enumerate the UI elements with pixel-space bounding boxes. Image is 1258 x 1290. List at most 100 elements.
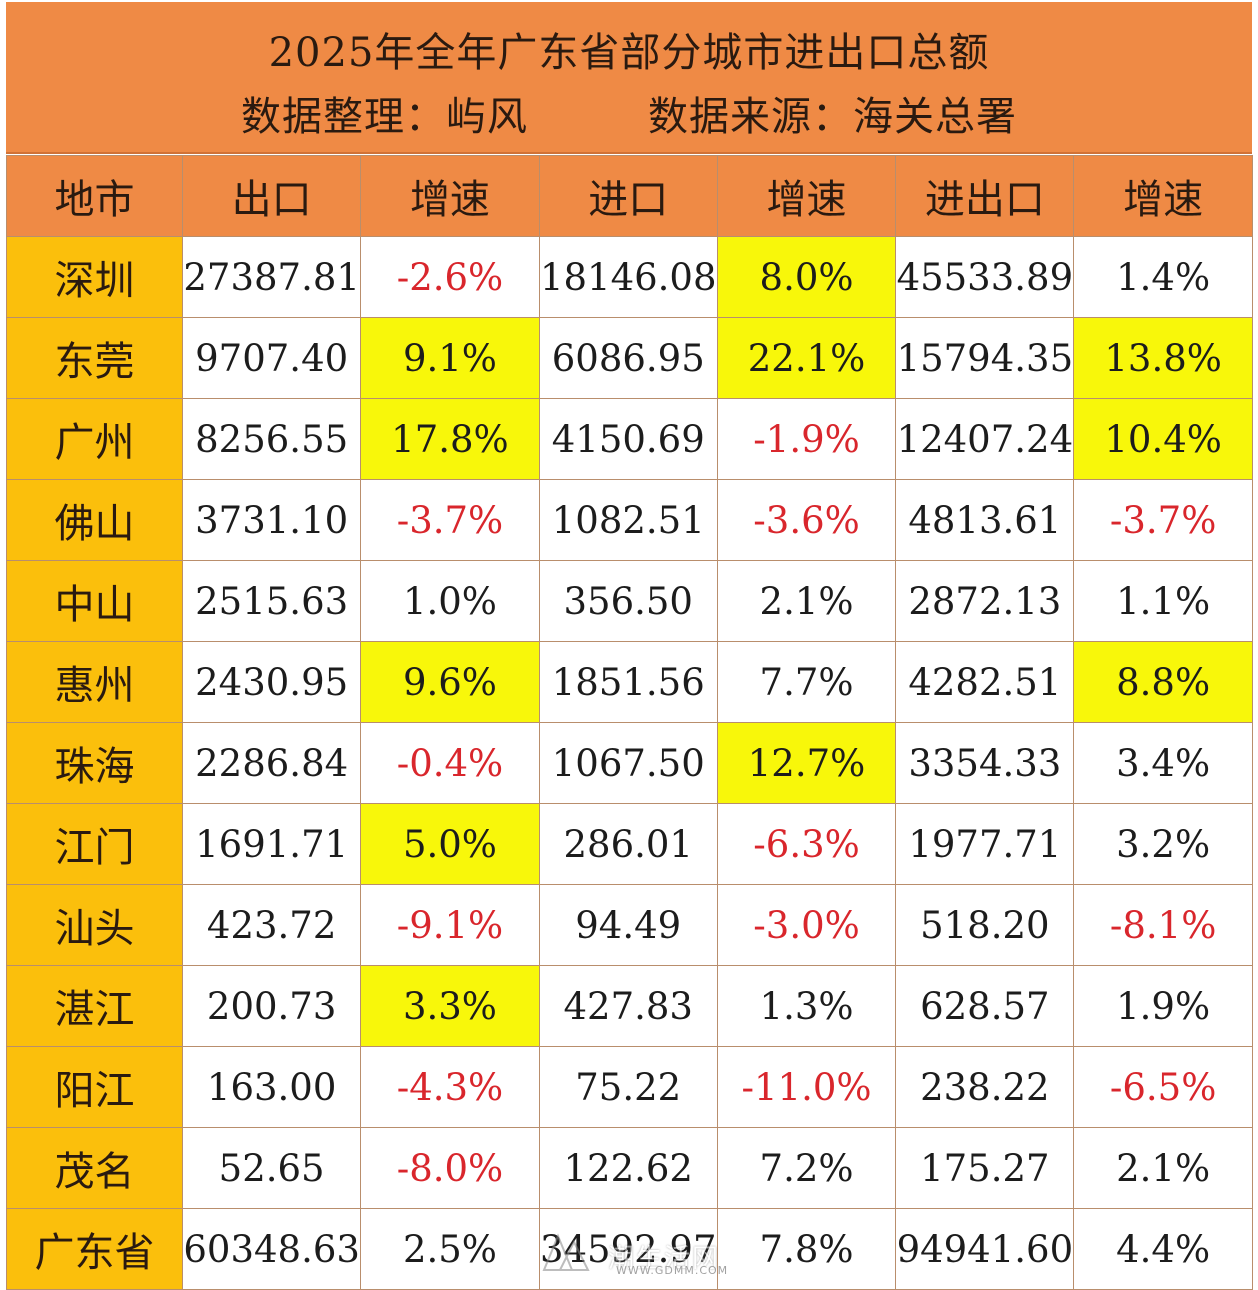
cell-total: 45533.89 xyxy=(895,236,1075,318)
cell-total: 518.20 xyxy=(895,884,1075,966)
cell-export-growth: -2.6% xyxy=(360,236,540,318)
cell-import-growth: 7.2% xyxy=(716,1127,897,1209)
table-row: 阳江 163.00 -4.3% 75.22 -11.0% 238.22 -6.5% xyxy=(6,1046,1253,1128)
cell-total: 2872.13 xyxy=(895,560,1075,642)
cell-city: 茂名 xyxy=(6,1127,183,1209)
cell-import-growth: -6.3% xyxy=(716,803,897,885)
cell-total-growth: -8.1% xyxy=(1073,884,1253,966)
cell-export-growth: 1.0% xyxy=(360,560,540,642)
cell-import-growth: 7.8% xyxy=(716,1208,897,1290)
subtitle-line: 数据整理：屿风 数据来源：海关总署 xyxy=(6,84,1252,142)
cell-export: 52.65 xyxy=(181,1127,362,1209)
table-row: 江门 1691.71 5.0% 286.01 -6.3% 1977.71 3.2% xyxy=(6,803,1253,885)
cell-import: 1082.51 xyxy=(538,479,718,561)
cell-export-growth: -4.3% xyxy=(360,1046,540,1128)
cell-export: 2515.63 xyxy=(181,560,362,642)
cell-total: 238.22 xyxy=(895,1046,1075,1128)
cell-city: 东莞 xyxy=(6,317,183,399)
cell-export: 423.72 xyxy=(181,884,362,966)
header-total-growth: 增速 xyxy=(1073,155,1253,237)
cell-total-growth: 10.4% xyxy=(1073,398,1253,480)
cell-city: 惠州 xyxy=(6,641,183,723)
cell-import-growth: 2.1% xyxy=(716,560,897,642)
cell-total: 628.57 xyxy=(895,965,1075,1047)
cell-export-growth: -0.4% xyxy=(360,722,540,804)
cell-total: 94941.60 xyxy=(895,1208,1075,1290)
cell-total-growth: 3.4% xyxy=(1073,722,1253,804)
cell-import-growth: 7.7% xyxy=(716,641,897,723)
cell-import: 4150.69 xyxy=(538,398,718,480)
cell-total-growth: 8.8% xyxy=(1073,641,1253,723)
cell-city: 江门 xyxy=(6,803,183,885)
cell-import: 1067.50 xyxy=(538,722,718,804)
cell-export-growth: 2.5% xyxy=(360,1208,540,1290)
table-row: 广州 8256.55 17.8% 4150.69 -1.9% 12407.24 10.4% xyxy=(6,398,1253,480)
header-city: 地市 xyxy=(6,155,183,237)
header-export: 出口 xyxy=(181,155,362,237)
cell-total: 175.27 xyxy=(895,1127,1075,1209)
cell-import: 6086.95 xyxy=(538,317,718,399)
cell-city: 深圳 xyxy=(6,236,183,318)
cell-total: 12407.24 xyxy=(895,398,1075,480)
cell-total-growth: 4.4% xyxy=(1073,1208,1253,1290)
cell-total-growth: 13.8% xyxy=(1073,317,1253,399)
cell-export: 8256.55 xyxy=(181,398,362,480)
table-body: 深圳 27387.81 -2.6% 18146.08 8.0% 45533.89 1.4% 东… xyxy=(6,236,1253,1290)
cell-export: 3731.10 xyxy=(181,479,362,561)
cell-total-growth: 1.9% xyxy=(1073,965,1253,1047)
table-row: 湛江 200.73 3.3% 427.83 1.3% 628.57 1.9% xyxy=(6,965,1253,1047)
table-row: 中山 2515.63 1.0% 356.50 2.1% 2872.13 1.1% xyxy=(6,560,1253,642)
cell-export-growth: -8.0% xyxy=(360,1127,540,1209)
cell-export: 2430.95 xyxy=(181,641,362,723)
table-row: 珠海 2286.84 -0.4% 1067.50 12.7% 3354.33 3.4% xyxy=(6,722,1253,804)
cell-import: 356.50 xyxy=(538,560,718,642)
cell-export: 200.73 xyxy=(181,965,362,1047)
cell-city: 佛山 xyxy=(6,479,183,561)
cell-city: 广东省 xyxy=(6,1208,183,1290)
cell-total-growth: 1.1% xyxy=(1073,560,1253,642)
cell-import: 427.83 xyxy=(538,965,718,1047)
table-row: 东莞 9707.40 9.1% 6086.95 22.1% 15794.35 13.8% xyxy=(6,317,1253,399)
cell-export-growth: 3.3% xyxy=(360,965,540,1047)
cell-import-growth: -3.6% xyxy=(716,479,897,561)
cell-city: 广州 xyxy=(6,398,183,480)
header-total: 进出口 xyxy=(895,155,1075,237)
table-row: 广东省 60348.63 2.5% 34592.97 7.8% 94941.60 4.4% xyxy=(6,1208,1253,1290)
title-banner: 2025年全年广东省部分城市进出口总额 数据整理：屿风 数据来源：海关总署 xyxy=(6,2,1252,154)
cell-city: 汕头 xyxy=(6,884,183,966)
cell-export: 27387.81 xyxy=(181,236,362,318)
cell-import-growth: -1.9% xyxy=(716,398,897,480)
cell-total: 3354.33 xyxy=(895,722,1075,804)
cell-total-growth: 1.4% xyxy=(1073,236,1253,318)
header-import-growth: 增速 xyxy=(716,155,897,237)
cell-import: 18146.08 xyxy=(538,236,718,318)
cell-city: 珠海 xyxy=(6,722,183,804)
table-row: 汕头 423.72 -9.1% 94.49 -3.0% 518.20 -8.1% xyxy=(6,884,1253,966)
table-row: 深圳 27387.81 -2.6% 18146.08 8.0% 45533.89 1.4% xyxy=(6,236,1253,318)
table-row: 惠州 2430.95 9.6% 1851.56 7.7% 4282.51 8.8% xyxy=(6,641,1253,723)
data-organizer: 数据整理：屿风 xyxy=(241,94,528,140)
cell-import-growth: -3.0% xyxy=(716,884,897,966)
data-source: 数据来源：海关总署 xyxy=(648,94,1017,140)
cell-export: 9707.40 xyxy=(181,317,362,399)
cell-total-growth: -6.5% xyxy=(1073,1046,1253,1128)
cell-total: 4813.61 xyxy=(895,479,1075,561)
cell-import: 94.49 xyxy=(538,884,718,966)
table-row: 佛山 3731.10 -3.7% 1082.51 -3.6% 4813.61 -3.7% xyxy=(6,479,1253,561)
cell-total-growth: -3.7% xyxy=(1073,479,1253,561)
cell-export-growth: -3.7% xyxy=(360,479,540,561)
cell-export-growth: 5.0% xyxy=(360,803,540,885)
cell-export-growth: 9.1% xyxy=(360,317,540,399)
cell-total-growth: 3.2% xyxy=(1073,803,1253,885)
cell-city: 中山 xyxy=(6,560,183,642)
cell-total: 15794.35 xyxy=(895,317,1075,399)
table-row: 茂名 52.65 -8.0% 122.62 7.2% 175.27 2.1% xyxy=(6,1127,1253,1209)
cell-export: 60348.63 xyxy=(181,1208,362,1290)
cell-total: 4282.51 xyxy=(895,641,1075,723)
cell-import-growth: 12.7% xyxy=(716,722,897,804)
cell-import: 1851.56 xyxy=(538,641,718,723)
cell-export-growth: -9.1% xyxy=(360,884,540,966)
cell-city: 阳江 xyxy=(6,1046,183,1128)
cell-import: 75.22 xyxy=(538,1046,718,1128)
cell-export-growth: 9.6% xyxy=(360,641,540,723)
